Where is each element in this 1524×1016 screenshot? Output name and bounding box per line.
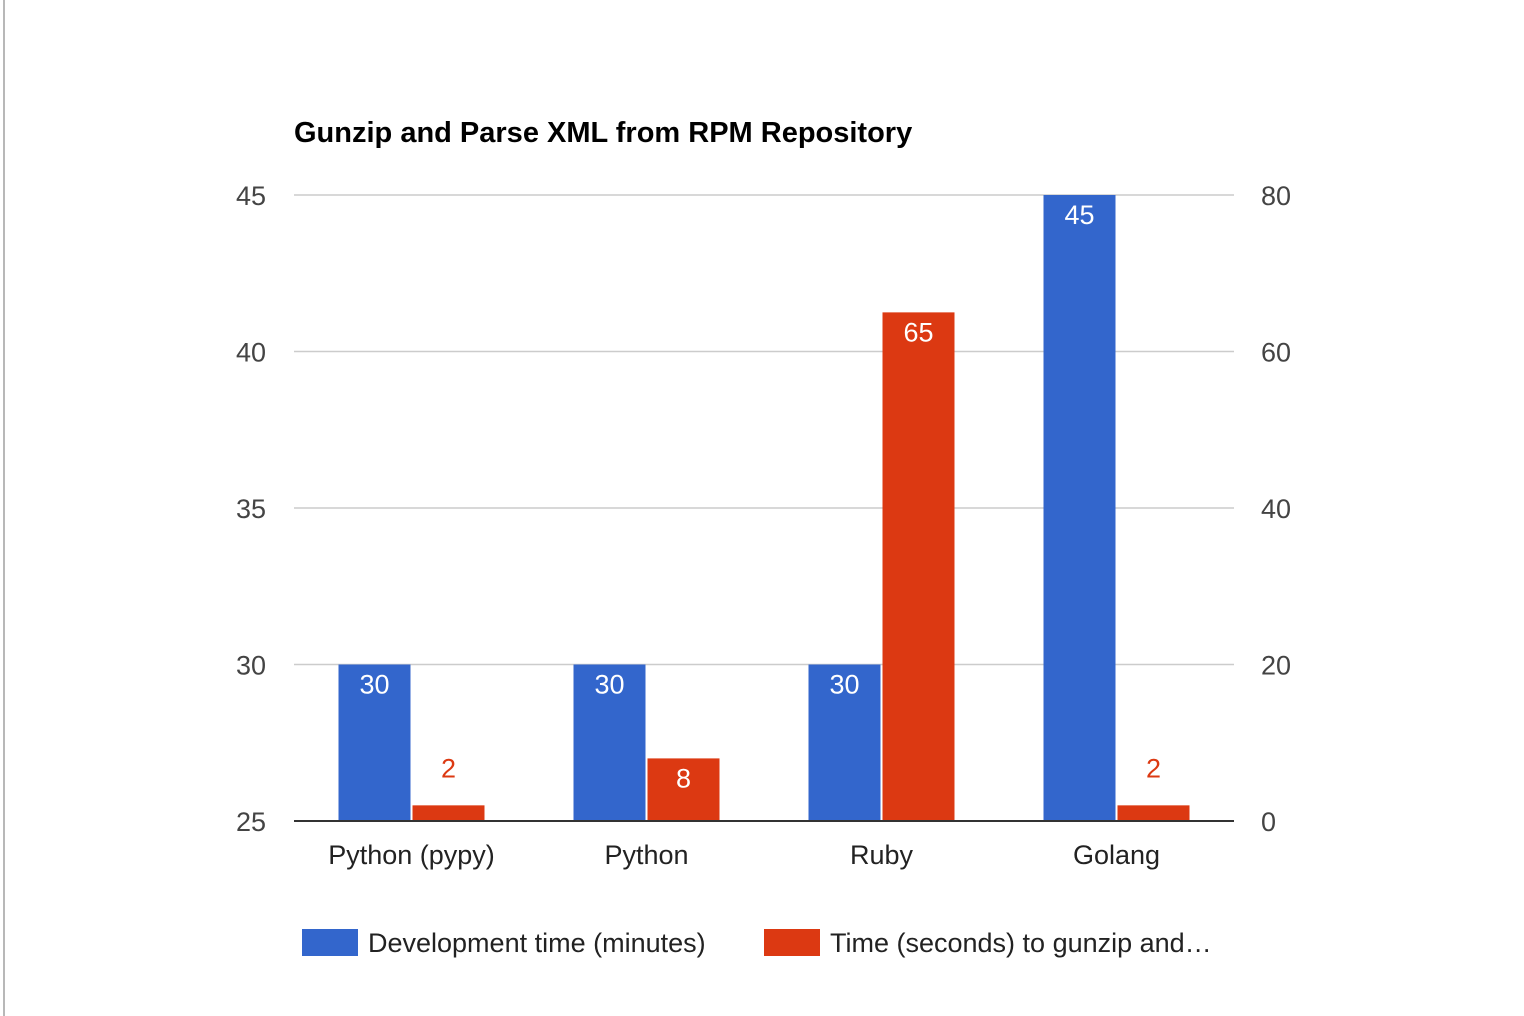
category-label: Golang xyxy=(1073,840,1160,870)
right-axis-tick-label: 80 xyxy=(1261,181,1291,211)
data-label: 2 xyxy=(441,753,456,783)
left-axis-tick-label: 30 xyxy=(236,651,266,681)
bar xyxy=(647,758,720,821)
legend: Development time (minutes) Time (seconds)… xyxy=(302,928,1212,958)
data-label: 30 xyxy=(594,670,624,700)
left-axis-tick-label: 25 xyxy=(236,807,266,837)
legend-label: Development time (minutes) xyxy=(368,928,706,958)
bar xyxy=(338,664,411,821)
left-axis-tick-label: 35 xyxy=(236,494,266,524)
legend-swatch xyxy=(302,929,358,956)
left-axis-tick-label: 45 xyxy=(236,181,266,211)
right-axis-ticks: 0 20 40 60 80 xyxy=(1261,181,1291,837)
data-label: 2 xyxy=(1146,753,1161,783)
data-label: 30 xyxy=(829,670,859,700)
bar xyxy=(1117,805,1190,821)
bars xyxy=(338,195,1190,821)
bar xyxy=(1043,195,1116,821)
category-label: Python (pypy) xyxy=(328,840,495,870)
data-label: 8 xyxy=(676,763,691,793)
category-labels: Python (pypy) Python Ruby Golang xyxy=(328,840,1160,870)
bar xyxy=(882,312,955,821)
left-axis-tick-label: 40 xyxy=(236,338,266,368)
right-axis-tick-label: 60 xyxy=(1261,338,1291,368)
right-axis-tick-label: 40 xyxy=(1261,494,1291,524)
window-left-border xyxy=(3,0,5,1016)
data-label: 30 xyxy=(359,670,389,700)
legend-label: Time (seconds) to gunzip and… xyxy=(830,928,1212,958)
category-label: Ruby xyxy=(850,840,914,870)
legend-swatch xyxy=(764,929,820,956)
bar xyxy=(412,805,485,821)
bar xyxy=(808,664,881,821)
category-label: Python xyxy=(604,840,688,870)
data-labels: 30 2 30 8 30 65 45 2 xyxy=(359,200,1161,793)
data-label: 65 xyxy=(903,317,933,347)
right-axis-tick-label: 20 xyxy=(1261,651,1291,681)
data-label: 45 xyxy=(1064,200,1094,230)
left-axis-ticks: 25 30 35 40 45 xyxy=(236,181,266,837)
chart-title: Gunzip and Parse XML from RPM Repository xyxy=(294,117,912,149)
bar xyxy=(573,664,646,821)
right-axis-tick-label: 0 xyxy=(1261,807,1276,837)
